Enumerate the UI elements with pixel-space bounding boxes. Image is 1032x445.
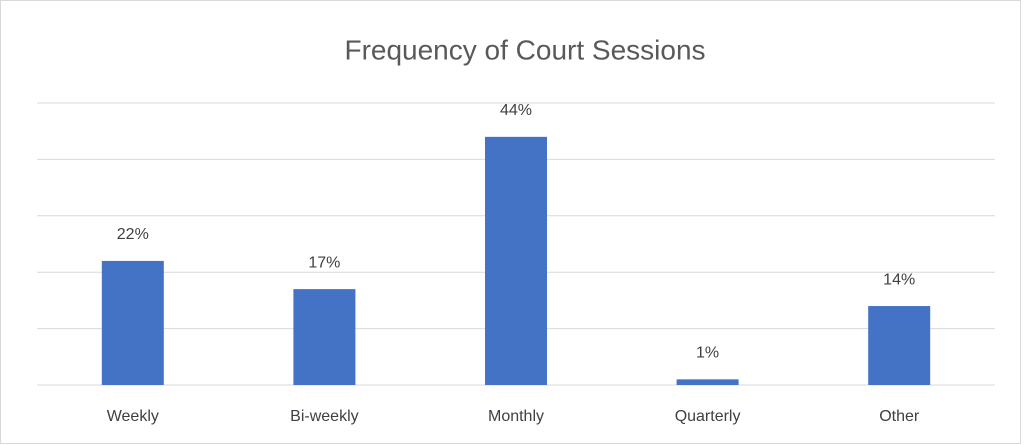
x-tick-label: Other: [879, 408, 920, 425]
bar: [868, 306, 931, 385]
bar: [676, 379, 739, 385]
x-tick-label: Bi-weekly: [290, 408, 358, 425]
data-label: 44%: [500, 102, 532, 119]
bar: [485, 136, 547, 385]
chart-title: Frequency of Court Sessions: [344, 34, 705, 65]
x-tick-label: Monthly: [488, 408, 544, 425]
data-label: 22%: [117, 226, 149, 243]
data-label: 14%: [883, 271, 915, 288]
bar: [293, 289, 356, 385]
data-label: 17%: [308, 254, 340, 271]
bar: [101, 260, 164, 385]
data-label: 1%: [696, 345, 719, 362]
x-tick-label: Quarterly: [675, 408, 741, 425]
x-tick-label: Weekly: [107, 408, 159, 425]
